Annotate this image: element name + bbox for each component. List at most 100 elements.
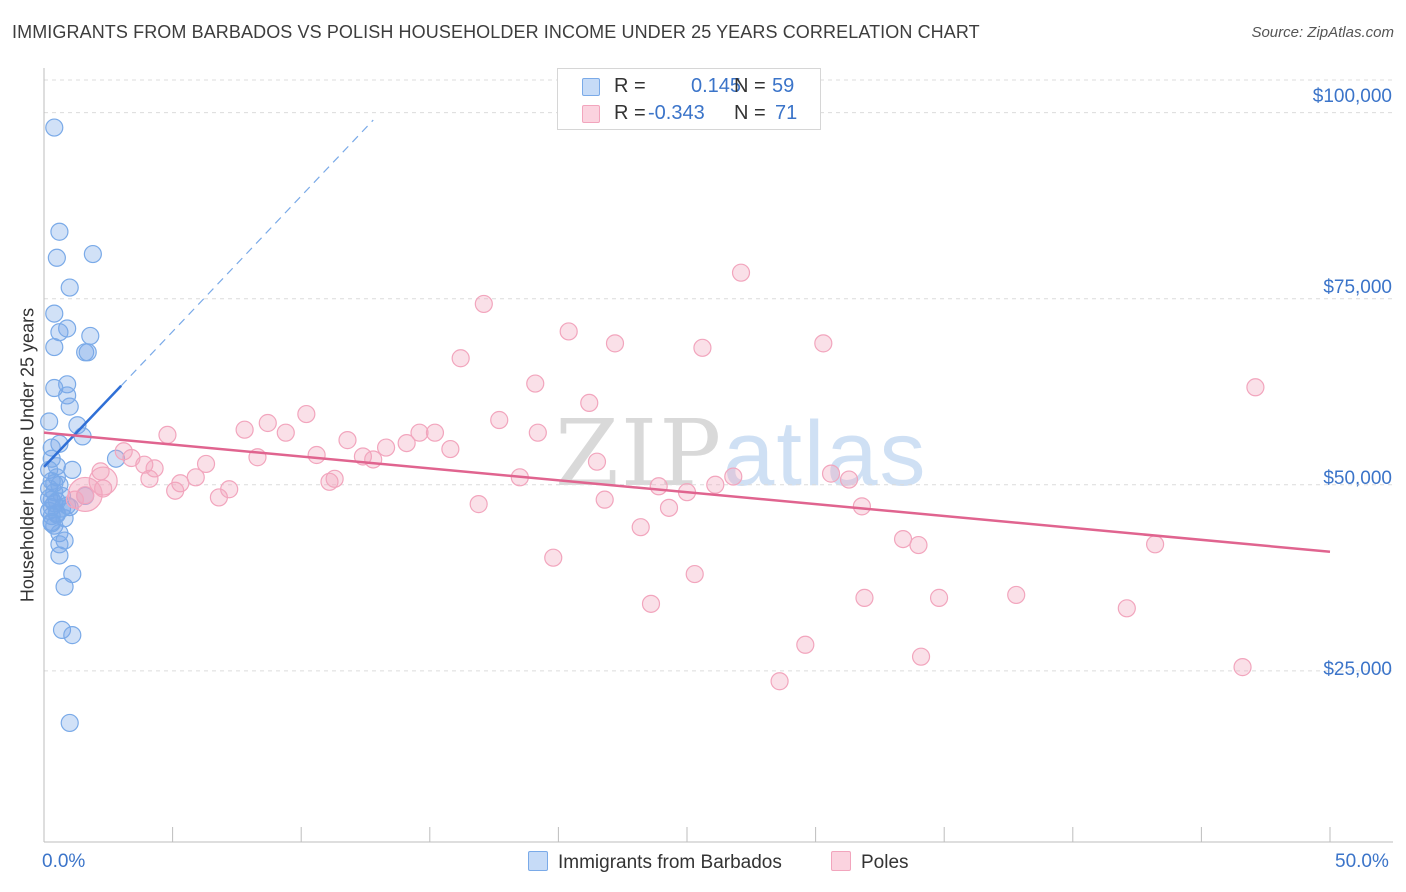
- poles-point-2: [559, 322, 578, 341]
- poles-point-54: [909, 535, 928, 555]
- y-axis-title: Householder Income Under 25 years: [17, 307, 38, 603]
- poles-point-30: [135, 455, 154, 474]
- barbados-point-2: [83, 244, 102, 264]
- barbados-point-54: [45, 474, 64, 493]
- poles-point-52: [631, 518, 650, 537]
- poles-cluster-point-2: [88, 466, 118, 496]
- barbados-point-45: [50, 546, 69, 565]
- poles-point-64: [911, 647, 931, 666]
- poles-point-28: [587, 452, 607, 471]
- poles-point-22: [441, 439, 460, 459]
- y-tick-label-75000: $75,000: [1323, 277, 1392, 298]
- legend-r-value: -0.343: [648, 102, 705, 124]
- poles-point-11: [490, 410, 509, 430]
- poles-swatch: [582, 105, 600, 123]
- y-tick-label-25000: $25,000: [1323, 659, 1392, 680]
- poles-point-18: [158, 425, 177, 445]
- poles-point-3: [605, 334, 625, 353]
- poles-point-35: [186, 468, 205, 487]
- watermark-atlas: atlas: [723, 403, 928, 505]
- x-tick-label-min: 0.0%: [42, 851, 86, 872]
- poles-point-13: [235, 420, 254, 439]
- barbados-point-8: [81, 326, 100, 346]
- poles-point-56: [544, 548, 563, 567]
- x-tick-label-max: 50.0%: [1335, 851, 1389, 872]
- poles-legend-swatch: [831, 851, 851, 871]
- barbados-point-49: [63, 626, 82, 645]
- poles-point-55: [1146, 535, 1165, 554]
- poles-point-33: [821, 464, 841, 483]
- barbados-point-11: [78, 343, 97, 362]
- poles-point-65: [1233, 658, 1252, 677]
- poles-point-49: [852, 497, 871, 516]
- poles-point-17: [410, 423, 429, 442]
- barbados-point-22: [106, 449, 126, 468]
- legend-n-label: N =: [734, 102, 766, 124]
- poles-point-1: [474, 294, 493, 314]
- poles-point-59: [855, 588, 874, 607]
- barbados-point-15: [60, 397, 79, 416]
- poles-point-38: [839, 470, 859, 489]
- poles-point-39: [320, 472, 339, 491]
- barbados-point-47: [55, 577, 74, 596]
- poles-point-21: [376, 438, 396, 457]
- barbados-swatch: [582, 78, 600, 96]
- poles-point-9: [580, 393, 599, 413]
- poles-point-48: [469, 495, 488, 514]
- poles-point-66: [770, 672, 789, 691]
- barbados-point-24: [63, 460, 82, 479]
- legend-r-label: R =: [614, 75, 646, 97]
- barbados-point-17: [68, 416, 87, 435]
- barbados-point-9: [45, 337, 64, 357]
- poles-point-57: [685, 564, 704, 584]
- barbados-trend-extension: [120, 119, 374, 387]
- poles-point-37: [325, 469, 344, 488]
- poles-trend-line: [43, 431, 1331, 553]
- poles-point-8: [1246, 378, 1265, 397]
- poles-point-42: [649, 477, 668, 496]
- poles-point-27: [364, 450, 383, 469]
- bottom-legend-barbados: Immigrants from Barbados: [528, 851, 782, 874]
- barbados-point-56: [42, 514, 61, 533]
- watermark: ZIPatlas: [555, 400, 928, 507]
- barbados-point-48: [52, 620, 72, 639]
- poles-point-50: [659, 498, 679, 517]
- poles-point-6: [451, 349, 470, 368]
- barbados-point-14: [58, 386, 77, 405]
- poles-point-10: [297, 404, 316, 424]
- poles-point-23: [307, 445, 326, 465]
- poles-point-5: [814, 334, 833, 353]
- poles-point-14: [528, 423, 547, 442]
- poles-point-45: [76, 486, 95, 505]
- barbados-trend-line: [43, 384, 123, 468]
- poles-point-15: [425, 423, 445, 442]
- poles-point-4: [693, 338, 712, 357]
- poles-point-60: [929, 588, 949, 607]
- barbados-point-16: [40, 412, 59, 431]
- poles-point-53: [893, 529, 913, 549]
- barbados-point-0: [45, 118, 64, 137]
- barbados-point-3: [47, 248, 66, 267]
- chart-title: IMMIGRANTS FROM BARBADOS VS POLISH HOUSE…: [12, 22, 980, 42]
- barbados-point-1: [50, 222, 69, 241]
- correlation-legend: R = 0.145 N = 59 R = -0.343 N = 71: [557, 68, 821, 130]
- poles-point-46: [209, 488, 228, 507]
- poles-point-62: [1117, 599, 1136, 618]
- barbados-legend-label: Immigrants from Barbados: [558, 852, 782, 873]
- poles-point-31: [145, 459, 164, 478]
- poles-point-41: [706, 475, 725, 494]
- poles-point-47: [595, 490, 614, 509]
- source-label: Source: ZipAtlas.com: [1251, 24, 1394, 41]
- legend-n-value: 59: [772, 75, 795, 97]
- barbados-point-5: [45, 304, 64, 323]
- poles-point-63: [796, 635, 815, 654]
- y-tick-label-100000: $100,000: [1312, 86, 1392, 107]
- poles-point-7: [526, 374, 545, 393]
- poles-point-69: [140, 469, 159, 488]
- barbados-point-50: [60, 713, 79, 733]
- poles-point-12: [258, 413, 277, 433]
- watermark-zip: ZIP: [555, 400, 724, 507]
- poles-point-19: [338, 431, 357, 450]
- barbados-legend-swatch: [528, 851, 548, 871]
